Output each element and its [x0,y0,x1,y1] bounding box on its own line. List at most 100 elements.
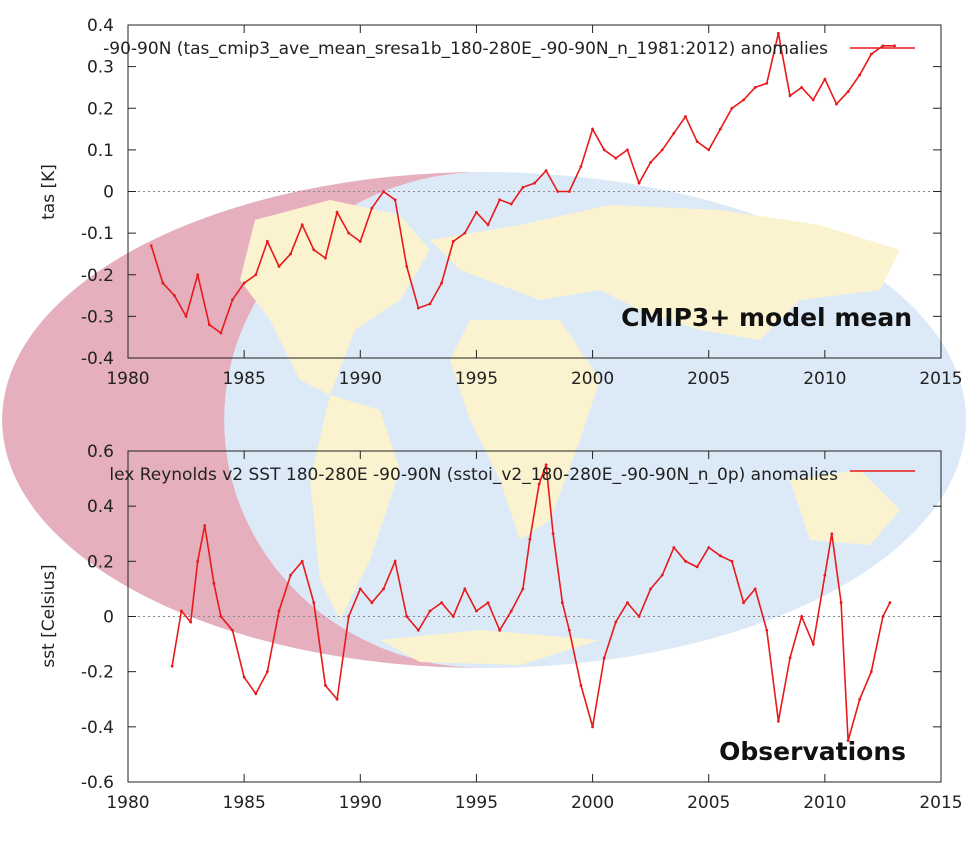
data-point [858,73,862,77]
data-point [521,587,525,591]
data-point [695,565,699,569]
data-point [753,86,757,89]
y-tick-label: -0.4 [81,349,114,369]
x-tick-label: 1990 [339,369,382,389]
data-point [335,697,339,701]
top-chart: 0.40.30.20.10-0.1-0.2-0.3-0.4 1980 1985 19… [39,16,963,389]
data-point [382,190,385,193]
data-point [660,573,664,577]
data-point [347,615,351,618]
data-point [289,252,292,256]
data-point [405,265,409,268]
top-legend-label: -90-90N (tas_cmip3_ave_mean_sresa1b_180-… [103,39,828,59]
data-point [788,94,792,98]
y-tick-label: 0.3 [87,58,114,78]
data-point [556,190,560,193]
data-point [626,601,629,605]
data-point [637,615,641,618]
y-tick-label: -0.1 [81,224,114,244]
bottom-series-line [171,464,891,741]
data-point [498,198,502,202]
data-point [579,165,583,168]
data-point [498,628,502,632]
top-y-ticks: 0.4 0.3 0.2 0.1 0 -0.1 -0.2 -0.3 -0.4 [81,16,941,369]
data-point [324,256,327,260]
data-point [567,190,571,193]
data-point [347,231,351,235]
data-point [161,281,165,285]
top-series-points [149,31,896,335]
y-tick-label: 0.4 [87,497,114,517]
data-point [718,127,722,131]
data-point [265,240,269,243]
data-point [180,609,183,613]
data-point [277,609,281,613]
data-point [684,559,687,563]
data-point [591,725,594,729]
x-tick-label: 2010 [803,369,846,389]
data-point [858,697,862,701]
data-point [567,628,571,632]
x-tick-label: 2000 [571,369,614,389]
data-point [753,587,757,591]
y-tick-label: 0.2 [87,99,114,119]
data-point [528,537,532,541]
data-point [335,210,339,214]
y-tick-label: 0.1 [87,141,114,161]
data-point [173,294,176,297]
data-point [219,615,223,618]
data-point [521,185,525,189]
bottom-y-ticks: 0.6 0.4 0.2 0 -0.2 -0.4 -0.6 [81,442,941,793]
data-point [451,615,455,618]
data-point [265,670,269,674]
data-point [231,628,234,632]
data-point [823,573,827,577]
y-tick-label: 0.6 [87,442,114,462]
data-point [254,692,258,696]
data-point [300,559,304,563]
data-point [811,642,815,646]
data-point [486,223,490,227]
x-tick-label: 1985 [223,369,266,389]
data-point [544,169,548,173]
data-point [800,86,804,89]
data-point [730,559,734,563]
data-point [660,148,664,152]
data-point [231,298,234,302]
data-point [289,573,292,577]
data-point [358,240,362,243]
data-point [393,198,397,202]
data-point [707,546,711,549]
x-tick-label: 2010 [803,793,846,813]
data-point [440,601,443,605]
data-point [416,306,420,310]
x-tick-label: 1980 [106,369,149,389]
data-point [463,587,467,591]
y-tick-label: 0.2 [87,552,114,572]
bottom-legend-label: lex Reynolds v2 SST 180-280E -90-90N (ss… [109,465,838,485]
data-point [830,532,834,536]
data-point [672,131,676,135]
data-point [475,210,478,214]
data-point [196,559,200,563]
data-point [416,628,420,632]
x-tick-label: 2005 [687,793,730,813]
data-point [695,140,699,143]
data-point [509,202,513,206]
data-point [189,620,193,624]
data-point [170,664,174,668]
x-tick-label: 2015 [919,793,962,813]
data-point [614,156,618,160]
data-point [203,524,207,527]
data-point [707,148,711,152]
top-y-axis-label: tas [K] [39,164,59,220]
data-point [196,273,200,277]
data-point [672,546,676,549]
data-point [811,98,815,102]
data-point [777,719,780,723]
y-tick-label: 0.4 [87,16,114,36]
data-point [300,223,304,227]
data-point [893,44,896,48]
data-point [742,601,745,605]
